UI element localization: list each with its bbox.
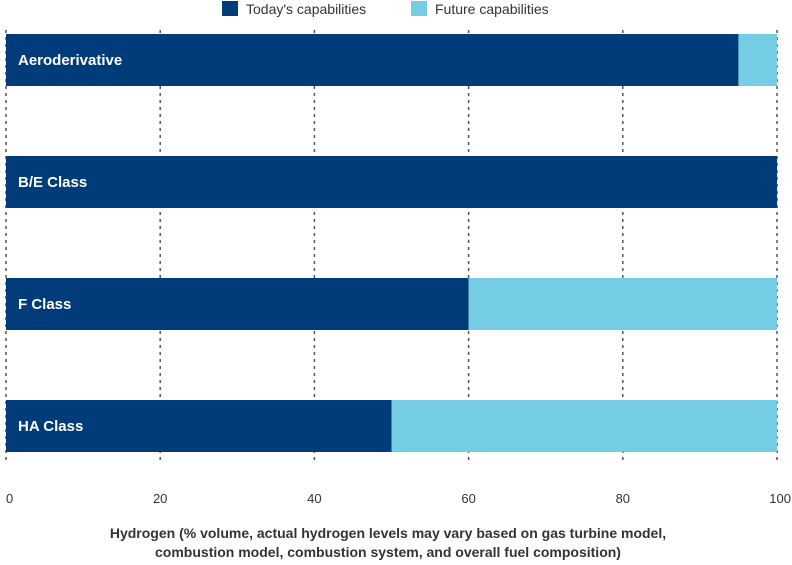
x-axis-label-line-2: combustion model, combustion system, and…	[155, 544, 621, 560]
x-tick-label-60: 60	[461, 491, 475, 506]
category-label-aeroderivative: Aeroderivative	[18, 52, 122, 69]
x-tick-label-20: 20	[153, 491, 167, 506]
x-tick-label-80: 80	[616, 491, 630, 506]
legend-label-future: Future capabilities	[435, 1, 549, 17]
x-tick-label-0: 0	[6, 491, 13, 506]
x-tick-label-40: 40	[307, 491, 321, 506]
bar-ha-class-future	[391, 400, 777, 452]
bar-f-class-today	[6, 278, 469, 330]
bar-ha-class-today	[6, 400, 392, 452]
bar-aeroderivative-future	[738, 34, 777, 86]
category-label-ha-class: HA Class	[18, 418, 83, 435]
bars	[6, 34, 777, 452]
bar-f-class-future	[468, 278, 777, 330]
legend-label-today: Today's capabilities	[246, 1, 366, 17]
x-tick-label-100: 100	[769, 491, 791, 506]
x-axis-label-line-1: Hydrogen (% volume, actual hydrogen leve…	[110, 525, 666, 541]
category-label-f-class: F Class	[18, 296, 71, 313]
x-tick-labels: 0 20 40 60 80 100	[6, 491, 791, 506]
legend-swatch-future	[411, 1, 427, 16]
legend: Today's capabilities Future capabilities	[222, 1, 549, 17]
gridlines	[5, 30, 778, 460]
legend-swatch-today	[222, 1, 238, 16]
bar-b-e-class-today	[6, 156, 777, 208]
bar-aeroderivative-today	[6, 34, 739, 86]
category-label-b-e-class: B/E Class	[18, 174, 87, 191]
category-labels: Aeroderivative B/E Class F Class HA Class	[18, 52, 122, 435]
